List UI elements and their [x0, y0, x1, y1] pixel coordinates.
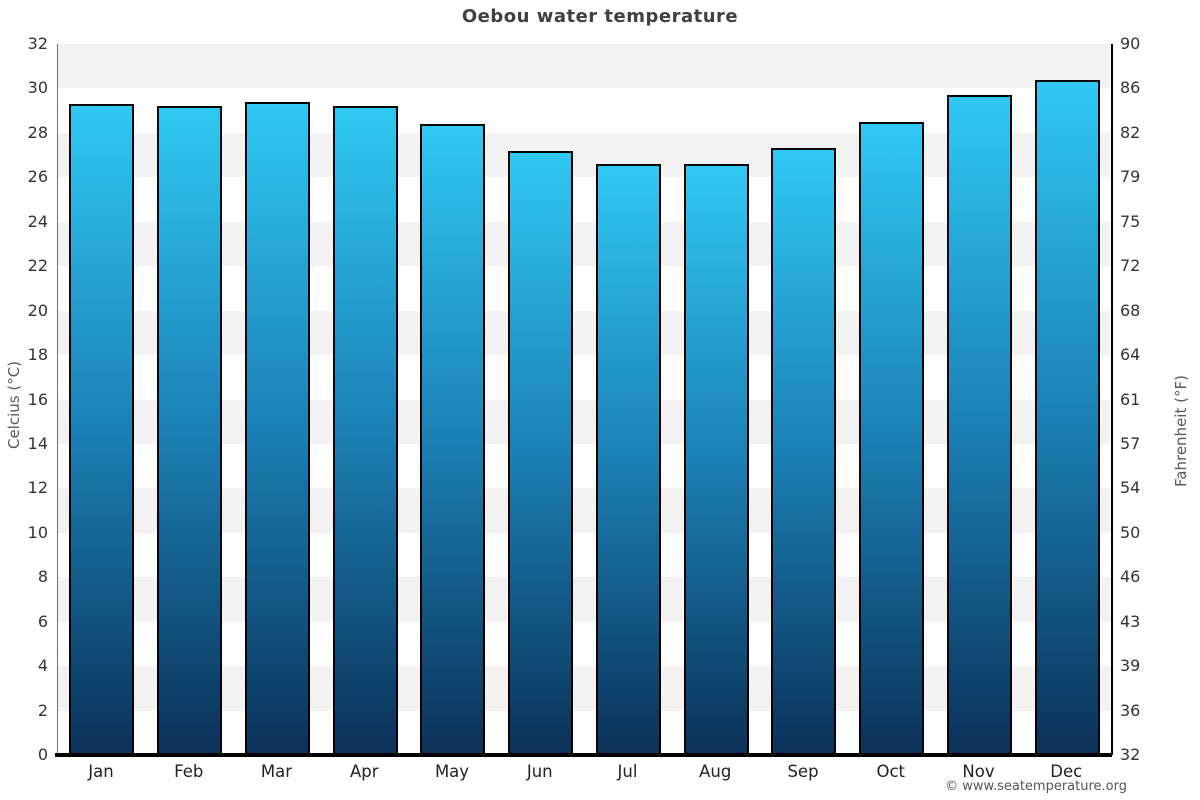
ytick-right-79: 79 [1120, 167, 1141, 187]
grid-band [58, 666, 1111, 711]
month-label-jul: Jul [617, 762, 638, 781]
ytick-left-28: 28 [27, 122, 48, 142]
ytick-left-14: 14 [27, 433, 48, 453]
ytick-right-32: 32 [1120, 745, 1141, 764]
ytick-right-64: 64 [1120, 345, 1141, 365]
bar-dec [1034, 79, 1100, 755]
ytick-left-30: 30 [27, 78, 48, 98]
grid-band [58, 621, 1111, 667]
ytick-left-2: 2 [37, 700, 48, 720]
grid-band [58, 44, 1111, 89]
bar-apr [332, 106, 398, 755]
ytick-left-24: 24 [27, 211, 48, 231]
month-label-jun: Jun [526, 762, 553, 781]
ytick-right-46: 46 [1120, 567, 1141, 587]
grid-band [58, 577, 1111, 622]
ytick-left-8: 8 [37, 567, 48, 587]
month-label-sep: Sep [787, 762, 819, 781]
ytick-left-12: 12 [27, 478, 48, 498]
y-axis-right-title: Fahrenheit (°F) [1172, 375, 1190, 487]
ytick-right-57: 57 [1120, 433, 1141, 453]
grid-band [58, 710, 1111, 755]
bar-jul [595, 163, 661, 755]
bar-oct [859, 121, 925, 755]
ytick-left-32: 32 [27, 34, 48, 53]
grid-band [58, 310, 1111, 356]
ytick-right-54: 54 [1120, 478, 1141, 498]
grid-band [58, 443, 1111, 489]
ytick-left-18: 18 [27, 345, 48, 365]
grid-band [58, 532, 1111, 578]
grid-band [58, 132, 1111, 178]
grid-band [58, 177, 1111, 222]
x-axis-line [55, 753, 1112, 757]
ytick-right-61: 61 [1120, 389, 1141, 409]
ytick-left-10: 10 [27, 522, 48, 542]
grid-band [58, 88, 1111, 133]
bar-mar [244, 101, 310, 755]
grid-band [58, 221, 1111, 267]
ytick-left-4: 4 [37, 656, 48, 676]
month-label-may: May [434, 762, 470, 781]
month-label-aug: Aug [699, 762, 732, 781]
chart-title: Oebou water temperature [461, 6, 739, 27]
bar-nov [946, 95, 1012, 755]
grid-band [58, 399, 1111, 444]
month-label-nov: Nov [962, 762, 995, 781]
month-label-dec: Dec [1050, 762, 1083, 781]
grid-band [58, 355, 1111, 400]
bar-jan [69, 104, 135, 755]
month-label-apr: Apr [349, 762, 379, 781]
ytick-right-36: 36 [1120, 700, 1141, 720]
ytick-left-20: 20 [27, 300, 48, 320]
month-label-oct: Oct [876, 762, 906, 781]
ytick-right-50: 50 [1120, 522, 1141, 542]
ytick-right-82: 82 [1120, 122, 1141, 142]
ytick-left-6: 6 [37, 611, 48, 631]
plot-area [57, 44, 1113, 755]
ytick-left-22: 22 [27, 256, 48, 276]
y-axis-left-title: Celcius (°C) [5, 360, 23, 450]
bar-aug [683, 163, 749, 755]
ytick-right-86: 86 [1120, 78, 1141, 98]
bar-sep [771, 148, 837, 755]
month-label-feb: Feb [174, 762, 204, 781]
copyright-footer: © www.seatemperature.org [945, 779, 1127, 794]
bar-feb [157, 106, 223, 755]
ytick-right-43: 43 [1120, 611, 1141, 631]
ytick-right-90: 90 [1120, 34, 1141, 53]
month-label-mar: Mar [260, 762, 293, 781]
month-label-jan: Jan [88, 762, 114, 781]
ytick-right-72: 72 [1120, 256, 1141, 276]
ytick-left-26: 26 [27, 167, 48, 187]
bar-may [420, 124, 486, 755]
ytick-right-39: 39 [1120, 656, 1141, 676]
ytick-right-75: 75 [1120, 211, 1141, 231]
grid-band [58, 488, 1111, 533]
grid-band [58, 266, 1111, 311]
ytick-right-68: 68 [1120, 300, 1141, 320]
ytick-left-16: 16 [27, 389, 48, 409]
bar-jun [508, 150, 574, 755]
ytick-left-0: 0 [37, 745, 48, 764]
